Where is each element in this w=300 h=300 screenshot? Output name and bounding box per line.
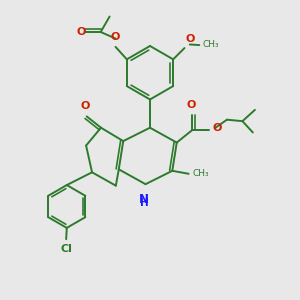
- Text: O: O: [187, 100, 196, 110]
- Text: O: O: [185, 34, 194, 44]
- Text: O: O: [212, 123, 222, 133]
- Text: O: O: [110, 32, 120, 42]
- Text: CH₃: CH₃: [192, 169, 209, 178]
- Text: H: H: [140, 198, 148, 208]
- Text: Cl: Cl: [60, 244, 72, 254]
- Text: CH₃: CH₃: [203, 40, 220, 49]
- Text: O: O: [76, 27, 86, 37]
- Text: O: O: [80, 101, 90, 111]
- Text: N: N: [139, 193, 149, 206]
